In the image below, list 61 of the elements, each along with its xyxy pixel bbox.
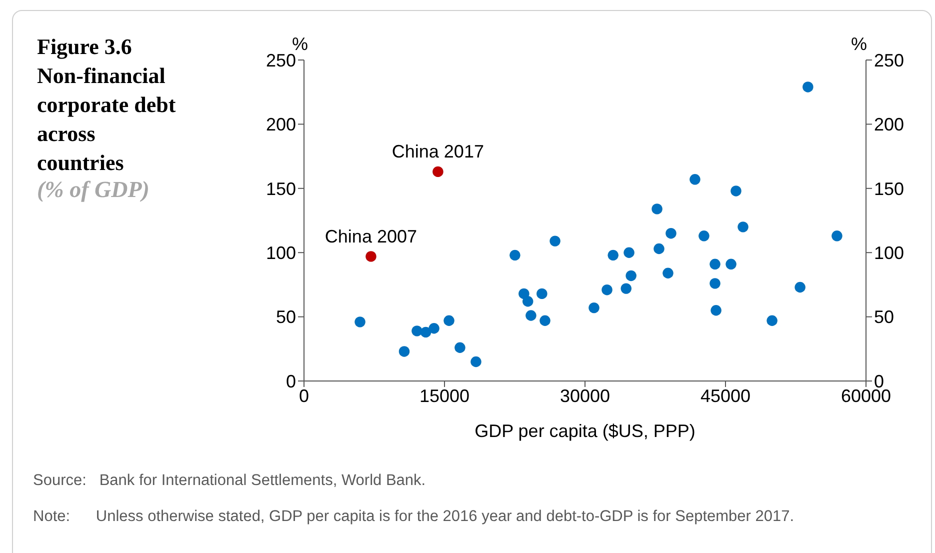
point	[662, 268, 674, 278]
point	[588, 302, 600, 314]
point	[522, 296, 534, 307]
point	[420, 326, 432, 338]
y2-axis-title: %	[851, 34, 868, 55]
point	[624, 247, 634, 258]
y2-tick-label: 100	[874, 242, 904, 263]
text: Note: Unless otherwise stated, GDP per capita is for the 2016 year and debt-to-GDP is for September 2017.	[33, 507, 796, 526]
point	[666, 228, 676, 239]
point	[398, 346, 410, 357]
point	[738, 222, 748, 232]
y2-tick-label: 200	[874, 114, 904, 135]
point	[602, 284, 612, 296]
point	[620, 283, 632, 294]
y-tick-label: 50	[276, 307, 296, 328]
text: (% of GDP)	[37, 177, 150, 203]
x-axis-title: GDP per capita ($US, PPP)	[474, 421, 696, 441]
point	[726, 258, 736, 270]
y-tick-label: 0	[286, 371, 296, 392]
point	[428, 323, 440, 334]
source-note: Source: Bank for International Settlements, World Bank.	[33, 471, 427, 490]
point	[690, 174, 700, 185]
annotation: China 2017	[392, 142, 484, 162]
point	[710, 258, 720, 270]
y2-tick-label: 50	[874, 307, 894, 328]
x-tick-label: 15000	[419, 386, 470, 406]
point	[470, 356, 482, 368]
point	[832, 230, 842, 242]
point	[698, 230, 710, 242]
y2-tick-label: 250	[874, 50, 904, 70]
x-tick-label: 30000	[560, 386, 610, 406]
x-tick-label: 45000	[700, 386, 751, 406]
point	[366, 251, 376, 262]
point	[802, 82, 814, 92]
point	[766, 315, 778, 326]
point	[354, 316, 366, 328]
point	[710, 305, 722, 316]
y-tick-label: 200	[266, 114, 296, 135]
point	[654, 243, 664, 254]
y-tick-label: 150	[266, 178, 296, 199]
point	[432, 166, 444, 178]
point	[510, 250, 520, 261]
point	[412, 326, 422, 336]
point	[454, 342, 466, 353]
point	[626, 270, 636, 282]
y-tick-label: 100	[266, 242, 296, 263]
point	[652, 204, 662, 214]
point	[518, 288, 530, 300]
point	[540, 315, 550, 326]
point	[794, 282, 806, 293]
text: Figure 3.6 Non-financial corporate debt across countries	[37, 33, 177, 177]
point	[608, 250, 618, 261]
point	[730, 186, 742, 196]
point	[526, 310, 536, 321]
x-tick-label: 0	[298, 386, 310, 406]
point	[710, 278, 720, 289]
point	[444, 315, 454, 326]
annotation: China 2007	[324, 226, 418, 246]
y2-tick-label: 150	[874, 178, 904, 199]
point	[550, 236, 560, 246]
point	[536, 288, 548, 300]
